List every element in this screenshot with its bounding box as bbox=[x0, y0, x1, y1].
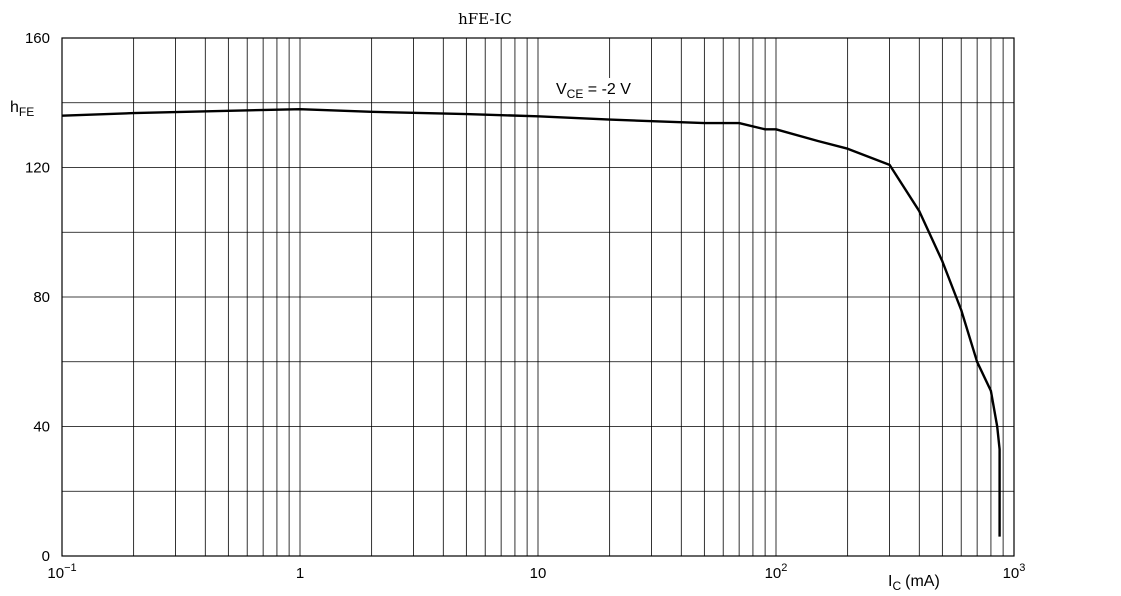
y-tick-label: 160 bbox=[25, 30, 50, 47]
x-tick-label: 102 bbox=[765, 562, 788, 582]
x-axis-label: IC (mA) bbox=[888, 573, 940, 593]
y-tick-label: 0 bbox=[42, 548, 50, 565]
annotation-background bbox=[552, 78, 636, 100]
x-tick-labels: 10−1 1 10 102 103 bbox=[47, 562, 1025, 582]
x-tick-label: 1 bbox=[296, 565, 304, 582]
x-tick-label: 10 bbox=[530, 565, 547, 582]
y-axis-label: hFE bbox=[10, 99, 34, 119]
x-tick-label: 10−1 bbox=[47, 562, 76, 582]
y-tick-labels: 0 40 80 120 160 bbox=[25, 30, 50, 565]
y-tick-label: 120 bbox=[25, 160, 50, 177]
vce-annotation: VCE = -2 V bbox=[556, 81, 631, 101]
hfe-curve bbox=[61, 108, 1001, 537]
chart-title: hFE-IC bbox=[458, 10, 512, 28]
plot-frame bbox=[61, 37, 1015, 557]
grid bbox=[62, 38, 1014, 556]
y-tick-label: 40 bbox=[33, 419, 50, 436]
y-tick-label: 80 bbox=[33, 289, 50, 306]
x-tick-label: 103 bbox=[1003, 562, 1026, 582]
